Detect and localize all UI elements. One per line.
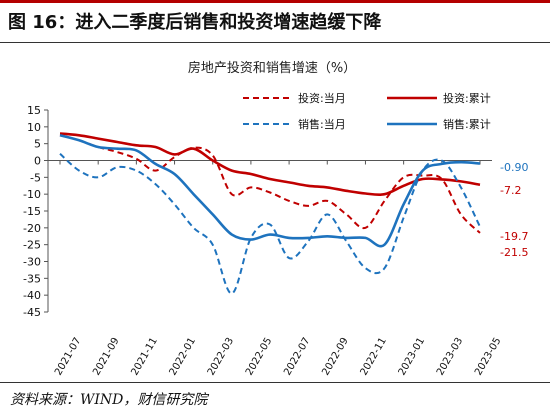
legend-label: 投资:累计 (443, 91, 491, 105)
y-tick-label: -45 (23, 306, 41, 319)
legend-label: 销售:当月 (298, 117, 346, 131)
y-tick-label: -20 (23, 222, 41, 235)
end-value-label: -0.90 (500, 161, 528, 174)
figure-headline: 图 16：进入二季度后销售和投资增速趋缓下降 (8, 12, 382, 33)
legend-label: 投资:当月 (298, 91, 346, 105)
y-tick-label: 0 (34, 155, 41, 168)
x-tick-label: 2022-01 (168, 336, 198, 378)
footer-divider (0, 382, 550, 383)
y-tick-label: 15 (27, 104, 41, 117)
header-divider (0, 42, 550, 43)
x-tick-label: 2022-09 (320, 336, 350, 378)
y-tick-label: -35 (23, 272, 41, 285)
x-tick-label: 2023-01 (397, 336, 427, 378)
y-tick-label: -25 (23, 239, 41, 252)
y-tick-label: -5 (30, 171, 41, 184)
x-tick-label: 2022-07 (282, 336, 312, 378)
investment-cumulative-line (59, 132, 481, 197)
x-tick-label: 2021-07 (53, 336, 83, 378)
end-value-label: -7.2 (500, 184, 521, 197)
chart-title: 房地产投资和销售增速（%） (188, 60, 356, 76)
sales-monthly-line (59, 153, 481, 295)
y-tick-label: -40 (23, 289, 41, 302)
series-layer (59, 132, 481, 295)
y-tick-label: -10 (23, 188, 41, 201)
y-tick-label: -15 (23, 205, 41, 218)
figure-header (0, 0, 550, 42)
x-tick-label: 2022-11 (359, 336, 389, 378)
y-tick-label: 10 (27, 121, 41, 134)
source-note: 资料来源：WIND，财信研究院 (10, 392, 208, 408)
investment-monthly-line (59, 134, 481, 234)
y-tick-label: 5 (34, 138, 41, 151)
y-tick-label: -30 (23, 256, 41, 269)
x-tick-label: 2022-03 (206, 336, 236, 378)
sales-cumulative-line (59, 134, 481, 248)
x-tick-label: 2021-09 (91, 336, 121, 378)
x-tick-label: 2021-11 (129, 336, 159, 378)
x-tick-label: 2023-03 (435, 336, 465, 378)
end-value-label: -19.7 (500, 230, 528, 243)
legend-label: 销售:累计 (443, 117, 491, 131)
x-tick-label: 2022-05 (244, 336, 274, 378)
end-value-label: -21.5 (500, 246, 528, 259)
x-tick-label: 2023-05 (473, 336, 503, 378)
end-labels: -0.90 -7.2 -19.7 -21.5 (500, 161, 528, 259)
